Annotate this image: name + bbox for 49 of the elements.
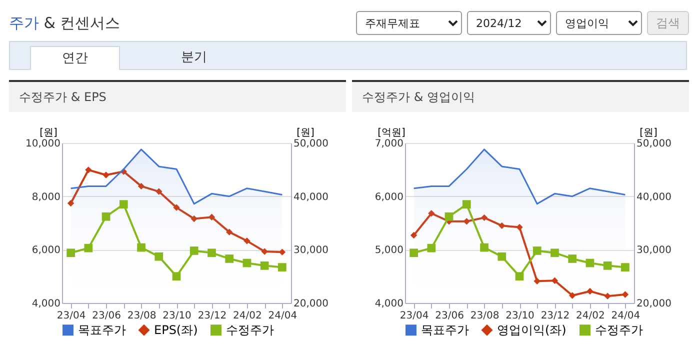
legend-label: 목표주가 — [421, 323, 469, 338]
legend-label: 목표주가 — [78, 323, 126, 338]
y-axis-title: [억원] — [378, 128, 406, 138]
y-tick-label: 7,000 — [374, 138, 404, 150]
legend-label: EPS(좌) — [154, 323, 198, 338]
text: 분기 — [180, 49, 208, 67]
x-tick-label: 24/04 — [268, 310, 298, 322]
y2-tick-label: 20,000 — [636, 298, 672, 310]
y-tick-label: 6,000 — [374, 192, 404, 203]
x-tick-label: 23/04 — [56, 310, 86, 322]
y2-tick-label: 20,000 — [294, 298, 328, 310]
y2-tick-label: 40,000 — [636, 192, 672, 203]
y2-axis-title: [원] — [640, 128, 658, 138]
legend-label: 수정주가 — [595, 323, 643, 338]
y2-axis-title: [원] — [296, 128, 314, 138]
x-tick-label: 23/06 — [435, 310, 464, 322]
chart-title: 수정주가 & 영업이익 — [352, 80, 689, 112]
x-tick-label: 23/08 — [127, 310, 156, 322]
text: 연간 — [30, 46, 120, 70]
y-tick-label: 6,000 — [32, 245, 60, 256]
text: 주가 & 컨센서스 — [9, 14, 120, 33]
text: 주재무제표 — [356, 11, 462, 35]
x-tick-label: 23/10 — [162, 310, 192, 322]
y2-tick-label: 30,000 — [294, 245, 328, 256]
y-tick-label: 5,000 — [374, 245, 404, 256]
legend-label: 영업이익(좌) — [497, 323, 566, 338]
x-tick-label: 23/10 — [506, 310, 534, 322]
y-axis-title: [원] — [40, 128, 58, 138]
x-tick-label: 24/04 — [611, 310, 640, 322]
text: 2024/12 — [467, 11, 551, 35]
x-tick-label: 23/06 — [92, 310, 121, 322]
y2-tick-label: 50,000 — [294, 138, 328, 150]
y-tick-label: 8,000 — [32, 192, 60, 203]
y2-tick-label: 50,000 — [636, 138, 672, 150]
x-tick-label: 24/02 — [233, 310, 262, 322]
y-tick-label: 4,000 — [32, 298, 60, 310]
x-tick-label: 23/08 — [470, 310, 500, 322]
y-tick-label: 10,000 — [26, 138, 60, 150]
x-tick-label: 24/02 — [576, 310, 605, 322]
x-tick-label: 23/12 — [198, 310, 227, 322]
y-tick-label: 4,000 — [374, 298, 404, 310]
chart-title: 수정주가 & EPS — [9, 80, 346, 112]
legend-label: 수정주가 — [226, 323, 274, 338]
y2-tick-label: 40,000 — [294, 192, 328, 203]
x-tick-label: 23/12 — [540, 310, 570, 322]
text: 검색 — [647, 11, 689, 35]
y2-tick-label: 30,000 — [636, 245, 672, 256]
text: 영업이익 — [556, 11, 642, 35]
x-tick-label: 23/04 — [400, 310, 429, 322]
